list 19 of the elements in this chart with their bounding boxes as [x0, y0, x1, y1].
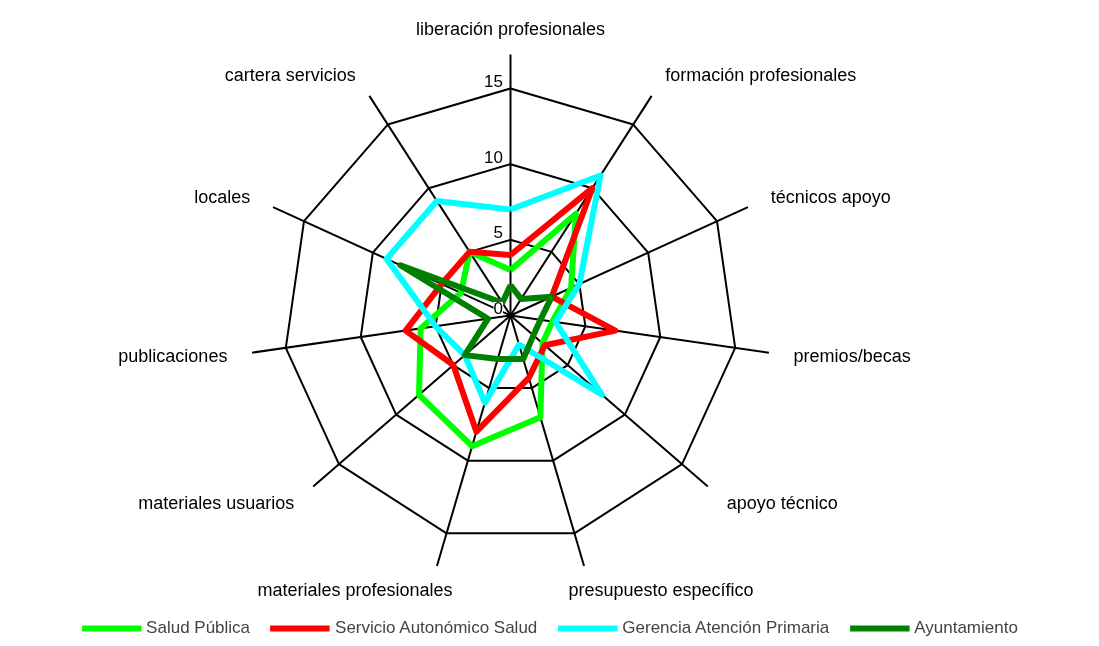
spoke-label: materiales profesionales — [257, 579, 453, 600]
y-tick-label: 10 — [484, 147, 503, 167]
y-tick-label: 0 — [493, 298, 503, 318]
legend-label: Salud Pública — [146, 618, 251, 638]
spoke-label: liberación profesionales — [415, 19, 606, 40]
spoke-label: técnicos apoyo — [770, 186, 891, 207]
legend-label: Servicio Autonómico Salud — [335, 618, 538, 638]
spoke-label: premios/becas — [793, 346, 911, 367]
y-tick-label: 5 — [493, 223, 503, 243]
spoke-label: locales — [194, 186, 251, 207]
legend-label: Gerencia Atención Primaria — [622, 618, 830, 638]
spoke-label: publicaciones — [118, 346, 228, 367]
spoke-label: cartera servicios — [224, 64, 356, 85]
spoke-label: presupuesto específico — [568, 579, 754, 600]
spoke-label: materiales usuarios — [138, 492, 295, 513]
legend-label: Ayuntamiento — [914, 618, 1018, 638]
y-tick-label: 15 — [484, 71, 503, 91]
spoke-label: apoyo técnico — [726, 492, 838, 513]
spoke-label: formación profesionales — [665, 64, 857, 85]
